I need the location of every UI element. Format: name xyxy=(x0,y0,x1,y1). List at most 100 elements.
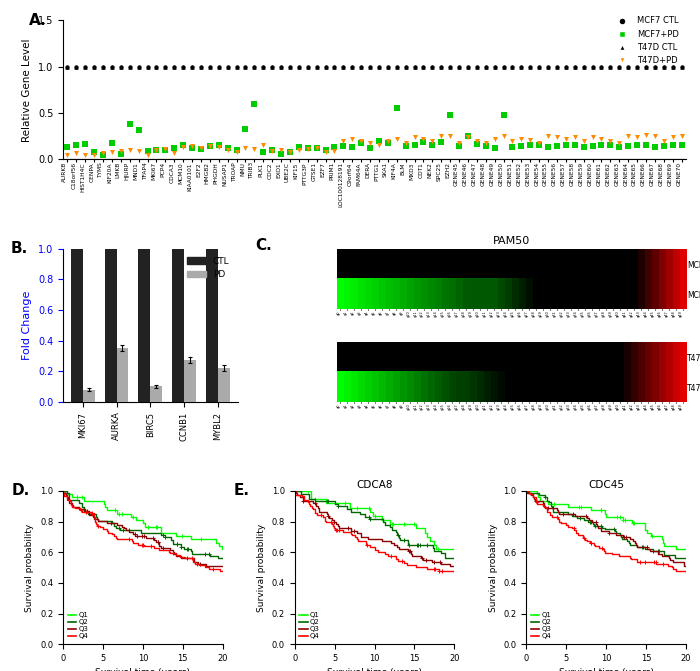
Point xyxy=(284,61,295,72)
Point xyxy=(471,138,482,149)
Point xyxy=(489,143,500,154)
Point xyxy=(116,146,127,156)
Point xyxy=(293,142,304,153)
Point xyxy=(614,138,625,148)
Point xyxy=(614,142,625,153)
Point xyxy=(444,61,456,72)
Bar xyxy=(71,248,83,402)
Point xyxy=(391,134,402,144)
Point xyxy=(507,61,518,72)
Point xyxy=(222,61,233,72)
Point xyxy=(605,61,616,72)
Point xyxy=(650,61,661,72)
X-axis label: Survival time (years): Survival time (years) xyxy=(327,668,422,671)
Legend: Q1, Q2, Q3, Q4: Q1, Q2, Q3, Q4 xyxy=(530,611,553,641)
Point xyxy=(525,61,536,72)
Point xyxy=(276,145,287,156)
Point xyxy=(267,145,278,156)
Point xyxy=(311,143,322,154)
Point xyxy=(552,61,563,72)
Point xyxy=(248,61,260,72)
Point xyxy=(516,134,527,144)
Point xyxy=(258,140,269,151)
Point xyxy=(471,136,482,146)
Point xyxy=(533,61,545,72)
Point xyxy=(516,141,527,152)
Point xyxy=(631,132,643,142)
Point xyxy=(311,61,322,72)
Point xyxy=(231,61,242,72)
Point xyxy=(373,61,384,72)
Bar xyxy=(206,248,218,402)
Point xyxy=(409,61,420,72)
Point xyxy=(489,134,500,144)
Point xyxy=(560,61,571,72)
Point xyxy=(71,61,82,72)
Point xyxy=(435,136,447,147)
Bar xyxy=(83,390,94,402)
Point xyxy=(365,61,376,72)
Point xyxy=(640,130,652,141)
Point xyxy=(640,139,652,150)
Legend: MCF7 CTL, MCF7+PD, T47D CTL, T47D+PD: MCF7 CTL, MCF7+PD, T47D CTL, T47D+PD xyxy=(610,13,682,68)
Point xyxy=(587,132,598,142)
Point xyxy=(71,61,82,72)
Point xyxy=(454,138,465,148)
Point xyxy=(676,61,687,72)
Point xyxy=(80,150,91,160)
Point xyxy=(365,61,376,72)
Point xyxy=(569,139,580,150)
Point xyxy=(178,61,189,72)
Point xyxy=(240,61,251,72)
Point xyxy=(160,61,171,72)
Point xyxy=(400,61,412,72)
Point xyxy=(116,61,127,72)
Point xyxy=(373,61,384,72)
Point xyxy=(293,61,304,72)
Point xyxy=(525,61,536,72)
Point xyxy=(480,61,491,72)
Point xyxy=(258,147,269,158)
Point xyxy=(213,61,224,72)
Point xyxy=(311,143,322,154)
Point xyxy=(267,146,278,156)
Point xyxy=(569,61,580,72)
Point xyxy=(142,61,153,72)
Point xyxy=(418,134,429,144)
Point xyxy=(435,61,447,72)
Title: CDC45: CDC45 xyxy=(588,480,624,490)
Point xyxy=(658,61,669,72)
Point xyxy=(142,150,153,160)
Point xyxy=(498,61,509,72)
Point xyxy=(650,142,661,153)
Point xyxy=(329,146,340,156)
Point xyxy=(382,138,393,148)
Point xyxy=(329,142,340,153)
Point xyxy=(142,146,153,156)
Point xyxy=(516,61,527,72)
Point xyxy=(80,61,91,72)
Point xyxy=(667,61,678,72)
Point xyxy=(222,145,233,156)
Point xyxy=(365,138,376,148)
Point xyxy=(427,136,438,146)
Point xyxy=(569,132,580,142)
Point xyxy=(248,99,260,109)
Point xyxy=(454,61,465,72)
Point xyxy=(195,61,206,72)
Y-axis label: Survival probability: Survival probability xyxy=(489,523,498,612)
Point xyxy=(676,61,687,72)
Point xyxy=(169,143,180,154)
Point xyxy=(62,61,73,72)
Point xyxy=(88,150,100,160)
Point xyxy=(133,146,144,156)
Point xyxy=(650,61,661,72)
Point xyxy=(88,147,100,158)
Point xyxy=(667,132,678,142)
Bar xyxy=(184,360,196,402)
Point xyxy=(150,145,162,156)
Point xyxy=(507,142,518,153)
Point xyxy=(240,123,251,134)
Bar xyxy=(218,368,230,402)
Point xyxy=(542,142,554,153)
